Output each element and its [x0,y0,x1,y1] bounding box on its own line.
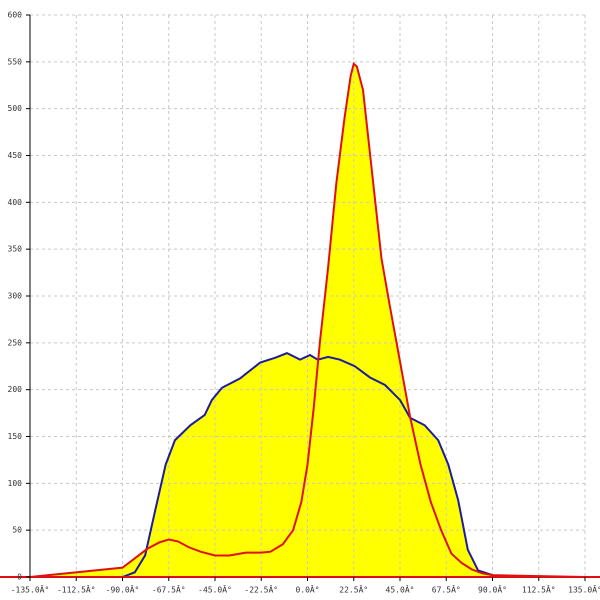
x-tick-label: 0.0Â° [295,584,319,595]
x-tick-label: 67.5Â° [432,584,461,595]
y-tick-label: 150 [8,432,23,441]
x-tick-label: 45.0Â° [386,584,415,595]
area-fill [30,63,585,577]
y-tick-label: 200 [8,385,23,394]
x-tick-label: 112.5Â° [522,584,556,595]
y-tick-label: 500 [8,104,23,113]
y-tick-label: 400 [8,198,23,207]
y-tick-label: 600 [8,11,23,20]
y-tick-label: 50 [12,526,22,535]
x-tick-label: -112.5Â° [57,584,96,595]
x-tick-label: -67.5Â° [152,584,186,595]
x-tick-label: -135.0Â° [11,584,50,595]
series-line [122,352,493,578]
x-tick-label: -22.5Â° [244,584,278,595]
series-line [29,61,586,578]
y-tick-label: 250 [8,338,23,347]
x-tick-label: 22.5Â° [339,584,368,595]
x-tick-label: -45.0Â° [198,584,232,595]
y-tick-label: 0 [17,573,22,582]
y-tick-label: 350 [8,245,23,254]
x-tick-label: 90.0Â° [478,584,507,595]
x-tick-label: 135.0Â° [568,584,600,595]
y-tick-label: 300 [8,292,23,301]
x-tick-label: -90.0Â° [106,584,140,595]
y-tick-label: 100 [8,479,23,488]
y-tick-label: 450 [8,151,23,160]
y-tick-label: 550 [8,57,23,66]
